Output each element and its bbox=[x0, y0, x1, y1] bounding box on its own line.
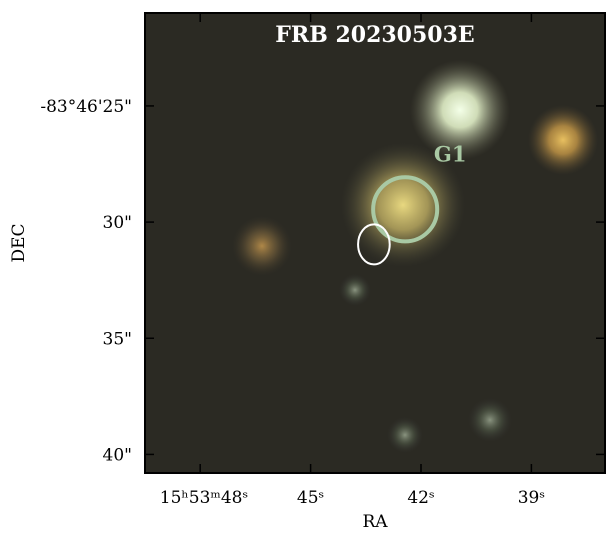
x-tick-label: 39ˢ bbox=[518, 488, 545, 508]
y-tick-label: -83°46'25" bbox=[40, 97, 132, 117]
x-tick-label: 45ˢ bbox=[297, 488, 324, 508]
chart-title: FRB 20230503E bbox=[275, 22, 474, 48]
y-tick-label: 30" bbox=[103, 213, 132, 233]
y-tick-label: 40" bbox=[103, 445, 132, 465]
page: FRB 20230503E RA DEC 15ʰ53ᵐ48ˢ 45ˢ 42ˢ 39ˢ -… bbox=[0, 0, 608, 538]
sky-image bbox=[145, 13, 605, 473]
x-axis-label: RA bbox=[362, 512, 388, 532]
region-label: G1 bbox=[434, 141, 467, 166]
x-tick-label: 15ʰ53ᵐ48ˢ bbox=[160, 488, 248, 508]
x-tick-label: 42ˢ bbox=[407, 488, 434, 508]
y-tick-label: 35" bbox=[103, 329, 132, 349]
y-axis-label: DEC bbox=[9, 223, 29, 262]
chart: FRB 20230503E RA DEC 15ʰ53ᵐ48ˢ 45ˢ 42ˢ 39ˢ -… bbox=[0, 0, 608, 534]
